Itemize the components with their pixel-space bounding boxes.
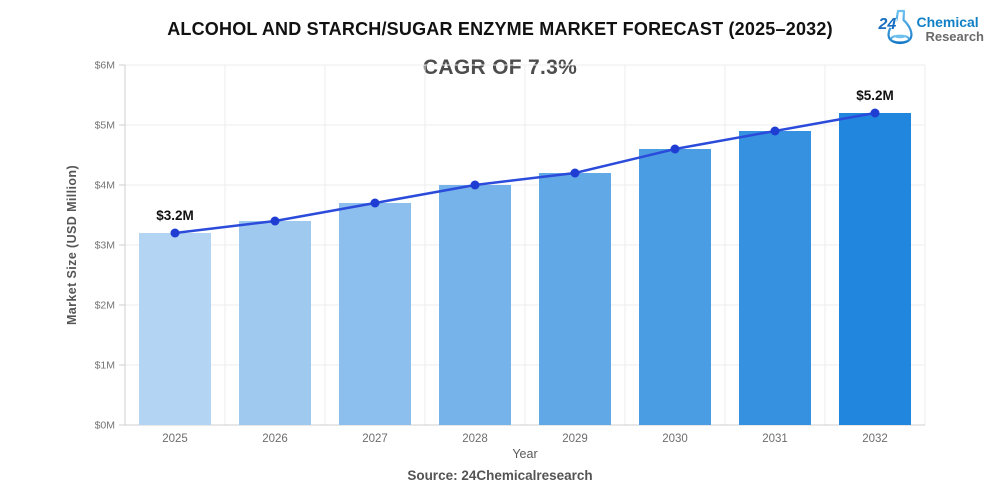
x-axis-title: Year xyxy=(512,447,537,461)
logo-number: 24 xyxy=(878,16,897,33)
bar-2025[interactable] xyxy=(139,233,211,425)
logo-words: Chemical Research xyxy=(916,9,984,43)
logo-mark: 24 xyxy=(878,9,914,49)
y-tick-label: $3M xyxy=(95,240,115,252)
bar-2027[interactable] xyxy=(339,203,411,425)
trend-marker-2029[interactable] xyxy=(570,168,580,178)
trend-marker-2032[interactable] xyxy=(870,108,880,118)
bar-2030[interactable] xyxy=(639,149,711,425)
trend-marker-2030[interactable] xyxy=(670,144,680,154)
trend-line xyxy=(174,111,876,235)
page-title: ALCOHOL AND STARCH/SUGAR ENZYME MARKET F… xyxy=(167,19,833,39)
x-tick-label: 2032 xyxy=(862,433,888,445)
x-tick-label: 2025 xyxy=(162,433,188,445)
bar-2032[interactable] xyxy=(839,113,911,425)
brand-logo: 24 Chemical Research xyxy=(878,9,984,49)
logo-text-chemical: Chemical xyxy=(916,14,979,30)
logo-text-research: Research xyxy=(925,28,984,44)
flask-icon xyxy=(887,9,913,45)
trend-marker-2031[interactable] xyxy=(770,126,780,136)
bar-2031[interactable] xyxy=(739,131,811,425)
trend-marker-2027[interactable] xyxy=(370,198,380,208)
x-tick-label: 2028 xyxy=(462,433,488,445)
value-annotation: $5.2M xyxy=(856,88,894,103)
chart-subtitle: CAGR OF 7.3% xyxy=(422,56,578,79)
y-tick-label: $0M xyxy=(95,420,115,432)
bar-2029[interactable] xyxy=(539,173,611,425)
x-tick-label: 2031 xyxy=(762,433,788,445)
x-tick-label: 2030 xyxy=(662,433,688,445)
y-tick-label: $5M xyxy=(95,120,115,132)
y-tick-label: $6M xyxy=(95,60,115,72)
y-axis-title: Market Size (USD Million) xyxy=(65,165,79,325)
bar-2028[interactable] xyxy=(439,185,511,425)
source-text: Source: 24Chemicalresearch xyxy=(407,468,593,483)
value-annotation: $3.2M xyxy=(156,208,194,223)
trend-marker-2026[interactable] xyxy=(270,216,280,226)
y-tick-label: $2M xyxy=(95,300,115,312)
bar-2026[interactable] xyxy=(239,221,311,425)
trend-marker-2025[interactable] xyxy=(170,228,180,238)
x-tick-label: 2027 xyxy=(362,433,388,445)
y-tick-label: $1M xyxy=(95,360,115,372)
x-tick-label: 2029 xyxy=(562,433,588,445)
y-tick-label: $4M xyxy=(95,180,115,192)
trend-marker-2028[interactable] xyxy=(470,180,480,190)
x-tick-label: 2026 xyxy=(262,433,288,445)
